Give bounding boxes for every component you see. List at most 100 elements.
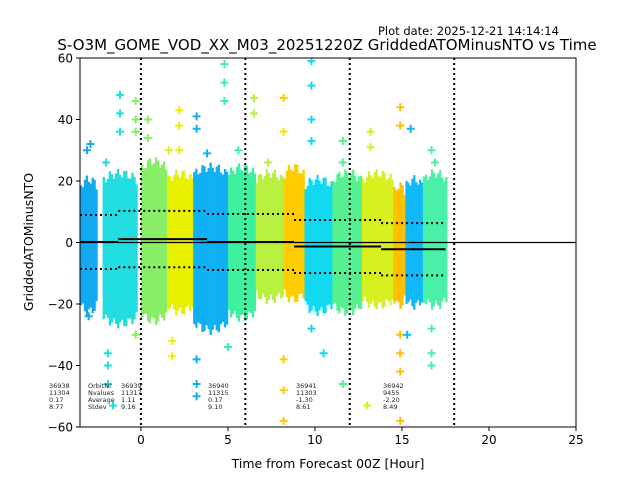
outlier-point	[175, 121, 184, 130]
strip-column	[195, 168, 198, 328]
strip-column	[273, 169, 276, 303]
outlier-markers	[82, 58, 440, 425]
x-tick-label: 25	[568, 433, 583, 447]
x-tick-label: 5	[224, 433, 232, 447]
strip-column	[133, 176, 136, 320]
strip-column	[371, 178, 374, 301]
strip-column	[375, 169, 378, 310]
strip-column	[365, 177, 369, 302]
y-tick-label: 40	[58, 113, 73, 127]
strip-column	[116, 168, 120, 329]
strip-column	[296, 164, 299, 302]
orbit-stat-nvalues: 9455	[383, 389, 400, 397]
outlier-point	[250, 93, 259, 102]
strip-column	[207, 168, 210, 330]
x-tick-label: 0	[137, 433, 145, 447]
strip-column	[437, 173, 440, 306]
strip-column	[146, 160, 150, 322]
outlier-point	[338, 158, 347, 167]
orbit-stat-average: 0.17	[208, 396, 222, 404]
stat-label: Average	[88, 396, 115, 404]
orbit-stat-nvalues: 11315	[208, 389, 229, 397]
strip-column	[201, 165, 204, 332]
outlier-point	[131, 115, 140, 124]
strip-column	[289, 169, 293, 297]
x-tick-label: 20	[481, 433, 496, 447]
strip-column	[135, 184, 138, 312]
outlier-point	[84, 312, 93, 321]
outlier-point	[403, 330, 412, 339]
outlier-point	[279, 416, 288, 425]
strip-column	[215, 166, 218, 331]
outlier-point	[234, 146, 243, 155]
strip-column	[140, 164, 144, 319]
strip-column	[93, 179, 96, 311]
strip-column	[259, 173, 263, 300]
strip-column	[160, 164, 164, 318]
outlier-point	[363, 401, 372, 410]
strip-column	[87, 181, 90, 310]
strip-column	[306, 185, 309, 305]
strip-column	[294, 164, 297, 303]
strip-column	[281, 176, 284, 298]
outlier-point	[396, 416, 405, 425]
strip-column	[123, 171, 126, 327]
outlier-point	[192, 124, 201, 133]
outlier-point	[220, 78, 229, 87]
x-tick-label: 15	[394, 433, 409, 447]
outlier-point	[175, 106, 184, 115]
outlier-point	[116, 127, 125, 136]
strip-column	[369, 175, 373, 304]
x-axis-label: Time from Forecast 00Z [Hour]	[231, 456, 425, 471]
outlier-point	[143, 115, 152, 124]
orbit-stat-stdev: 8.61	[296, 403, 310, 411]
outlier-point	[307, 81, 316, 90]
y-tick-label: −60	[48, 421, 73, 435]
outlier-point	[168, 336, 177, 345]
outlier-point	[307, 137, 316, 146]
outlier-point	[103, 379, 112, 388]
outlier-point	[131, 330, 140, 339]
strip-column	[381, 170, 384, 309]
outlier-point	[103, 361, 112, 370]
outlier-point	[86, 140, 95, 149]
strip-column	[85, 175, 89, 316]
strip-column	[445, 177, 448, 303]
orbit-stat-nvalues: 11304	[49, 389, 70, 397]
strip-column	[148, 158, 152, 324]
strip-column	[389, 173, 392, 306]
outlier-point	[192, 379, 201, 388]
strip-column	[271, 172, 274, 300]
strip-column	[83, 179, 87, 312]
strip-column	[443, 181, 446, 298]
strip-column	[326, 185, 329, 306]
strip-column	[403, 195, 406, 296]
orbit-stat-stdev: 8.49	[383, 403, 397, 411]
y-tick-label: 0	[65, 236, 73, 250]
outlier-point	[220, 97, 229, 106]
strip-column	[308, 177, 311, 313]
outlier-point	[192, 112, 201, 121]
strip-column	[373, 171, 376, 308]
outlier-point	[319, 349, 328, 358]
strip-column	[205, 171, 208, 326]
outlier-point	[307, 115, 316, 124]
outlier-point	[103, 349, 112, 358]
outlier-point	[220, 60, 229, 69]
strip-column	[158, 167, 162, 315]
outlier-point	[427, 324, 436, 333]
outlier-point	[396, 103, 405, 112]
outlier-point	[203, 149, 212, 158]
outlier-point	[82, 146, 91, 155]
orbit-stat-nvalues: 11317	[121, 389, 142, 397]
orbit-stat-average: -1.30	[296, 396, 313, 404]
strip-column	[203, 166, 206, 332]
strip-column	[144, 168, 148, 314]
orbit-stat-orbit: 36938	[49, 382, 70, 390]
strip-column	[363, 182, 367, 297]
strip-column	[422, 176, 426, 303]
strip-column	[193, 172, 196, 325]
strip-column	[433, 172, 436, 307]
strip-column	[304, 189, 307, 302]
strip-column	[269, 177, 272, 295]
